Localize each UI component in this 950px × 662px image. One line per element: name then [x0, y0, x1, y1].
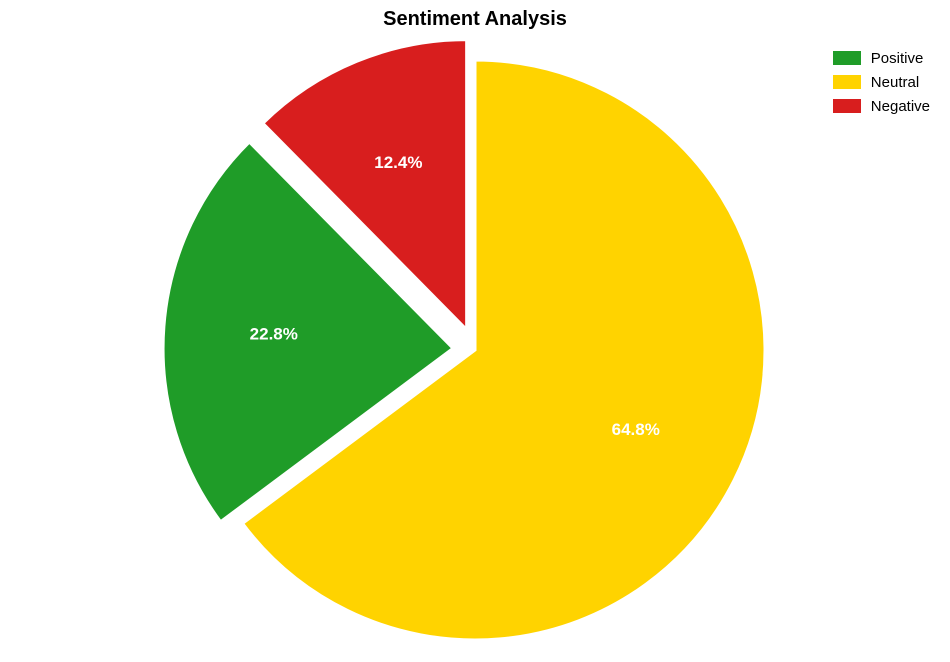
legend-item: Negative	[833, 94, 930, 118]
slice-label-negative: 12.4%	[374, 153, 422, 172]
legend-swatch	[833, 75, 861, 89]
legend-swatch	[833, 99, 861, 113]
pie-chart: 64.8% 22.8% 12.4%	[0, 0, 950, 662]
legend-label: Neutral	[871, 74, 919, 91]
chart-container: { "chart": { "type": "pie", "title": "Se…	[0, 0, 950, 662]
slice-label-positive: 22.8%	[250, 324, 298, 343]
legend-label: Positive	[871, 50, 924, 67]
legend: Positive Neutral Negative	[833, 46, 930, 118]
legend-item: Positive	[833, 46, 930, 70]
slice-label-neutral: 64.8%	[612, 420, 660, 439]
legend-label: Negative	[871, 98, 930, 115]
legend-swatch	[833, 51, 861, 65]
legend-item: Neutral	[833, 70, 930, 94]
